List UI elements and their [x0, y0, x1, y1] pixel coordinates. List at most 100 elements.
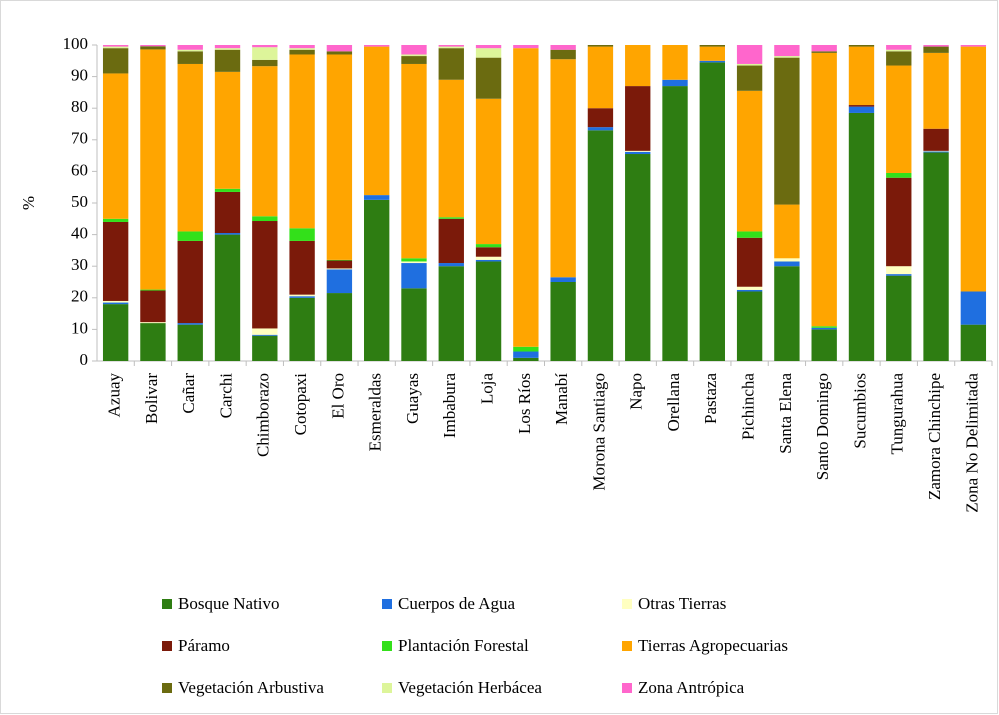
bar-segment	[587, 45, 614, 47]
bar-segment	[923, 151, 949, 153]
legend-swatch	[162, 599, 172, 609]
bar-segment	[326, 260, 353, 269]
x-tick-label: Pichincha	[739, 373, 758, 440]
x-tick-label: Guayas	[403, 373, 422, 424]
bar-segment	[923, 46, 949, 53]
bar-segment	[699, 62, 725, 361]
bar-segment	[923, 152, 949, 361]
legend-label: Tierras Agropecuarias	[638, 636, 788, 655]
bar-segment	[774, 204, 800, 259]
bar-segment	[438, 48, 464, 80]
bar-segment	[326, 54, 353, 260]
bar-segment	[774, 45, 800, 57]
bar-segment	[960, 45, 987, 47]
bar-segment	[438, 263, 464, 267]
bar-segment	[401, 63, 427, 259]
bar-segment	[102, 218, 129, 222]
bar-segment	[550, 49, 576, 60]
x-tick-label: Loja	[477, 373, 496, 405]
bar-segment	[699, 60, 725, 63]
y-axis-label: %	[19, 196, 38, 210]
legend-swatch	[382, 683, 392, 693]
bar-segment	[140, 322, 166, 324]
bar-segment	[587, 127, 614, 131]
bar-segment	[811, 51, 837, 53]
bar-segment	[401, 56, 427, 64]
x-tick-label: Sucumbios	[850, 373, 869, 449]
bar-segment	[550, 282, 576, 361]
bar-segment	[886, 266, 912, 275]
bar-segment	[736, 286, 763, 290]
bar-segment	[214, 188, 241, 192]
bar-segment	[662, 45, 688, 80]
legend-label: Zona Antrópica	[638, 678, 745, 697]
bar-segment	[848, 46, 875, 106]
x-tick-label: Santa Elena	[776, 373, 795, 454]
bar-segment	[102, 302, 129, 305]
bar-segment	[177, 63, 203, 232]
bar-segment	[848, 105, 875, 107]
bar-segment	[886, 275, 912, 361]
bar-segment	[401, 45, 427, 55]
bar-segment	[886, 45, 912, 50]
legend-label: Páramo	[178, 636, 230, 655]
legend-swatch	[382, 641, 392, 651]
legend-swatch	[382, 599, 392, 609]
bar-segment	[177, 324, 203, 361]
bar-segment	[475, 244, 502, 248]
bar-segment	[475, 45, 502, 49]
bar-segment	[923, 45, 949, 47]
bar-segment	[811, 45, 837, 52]
bar-segment	[513, 45, 539, 49]
bar-segment	[774, 258, 800, 262]
legend-swatch	[622, 599, 632, 609]
bar-segment	[438, 218, 464, 264]
bar-segment	[736, 237, 763, 287]
bar-segment	[102, 73, 129, 219]
bar-segment	[736, 289, 763, 292]
bar-segment	[364, 195, 390, 200]
bar-segment	[102, 300, 129, 303]
bar-segment	[289, 294, 315, 297]
x-tick-label: El Oro	[328, 373, 347, 419]
bar-segment	[848, 106, 875, 113]
y-tick-label: 90	[71, 66, 88, 85]
bar-segment	[736, 63, 763, 66]
legend-label: Vegetación Herbácea	[398, 678, 542, 697]
legend-swatch	[622, 683, 632, 693]
x-tick-label: Napo	[627, 373, 646, 410]
x-tick-label: Tungurahua	[888, 373, 907, 455]
x-tick-label: Zamora Chinchipe	[925, 373, 944, 500]
bar-segment	[140, 45, 166, 47]
bar-segment	[886, 65, 912, 173]
bar-segment	[289, 228, 315, 241]
bar-segment	[140, 323, 166, 361]
bar-segment	[960, 291, 987, 325]
legend-swatch	[162, 683, 172, 693]
bar-segment	[475, 98, 502, 245]
bar-segment	[625, 45, 651, 87]
bar-segment	[550, 277, 576, 282]
bar-segment	[289, 296, 315, 298]
y-tick-label: 0	[80, 350, 89, 369]
bar-segment	[438, 46, 464, 49]
legend-swatch	[162, 641, 172, 651]
bar-segment	[736, 65, 763, 91]
bar-segment	[401, 288, 427, 361]
bar-segment	[625, 151, 651, 155]
x-tick-label: Pastaza	[701, 373, 720, 424]
bar-segment	[513, 351, 539, 358]
bar-segment	[252, 221, 278, 329]
x-tick-label: Cañar	[179, 373, 198, 414]
bar-segment	[252, 335, 278, 361]
bar-segment	[774, 56, 800, 58]
bar-segment	[886, 51, 912, 66]
y-tick-label: 50	[71, 192, 88, 211]
bar-segment	[214, 191, 241, 234]
bar-segment	[811, 327, 837, 330]
bar-segment	[214, 233, 241, 235]
bar-segment	[326, 259, 353, 261]
bar-segment	[923, 52, 949, 129]
bar-segment	[252, 47, 278, 60]
